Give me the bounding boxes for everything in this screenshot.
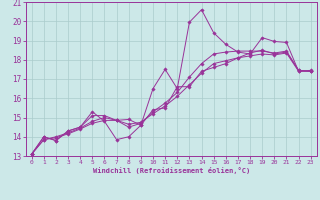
X-axis label: Windchill (Refroidissement éolien,°C): Windchill (Refroidissement éolien,°C) (92, 167, 250, 174)
